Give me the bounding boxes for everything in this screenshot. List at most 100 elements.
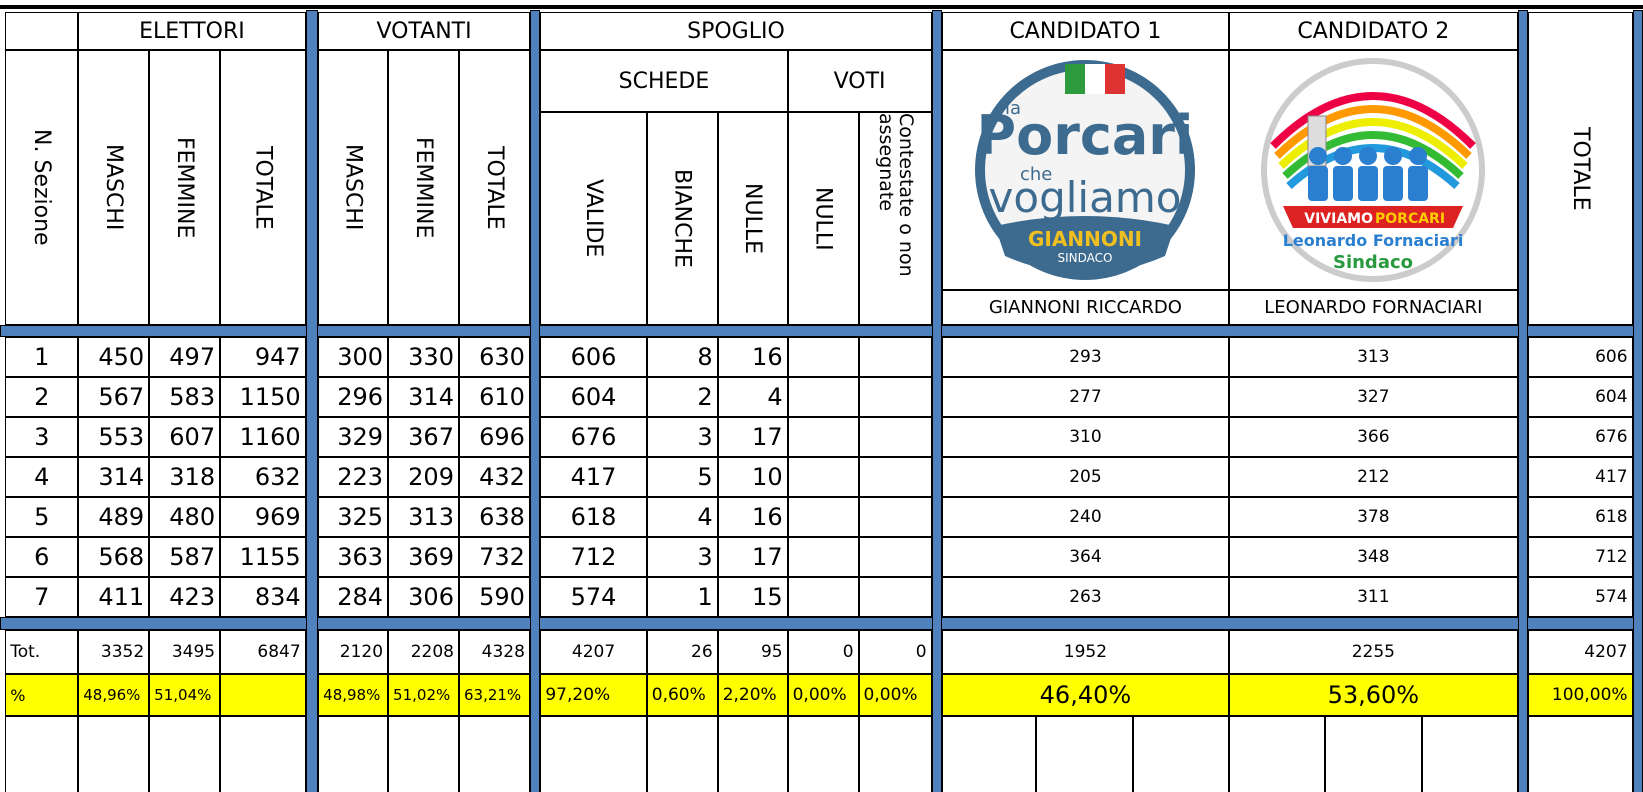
value-cell: 834 — [220, 577, 306, 617]
value-cell: 330 — [388, 337, 459, 377]
cell — [859, 537, 932, 577]
cell — [5, 716, 78, 792]
total-cell: 2208 — [388, 630, 459, 674]
value-cell: 630 — [459, 337, 530, 377]
separator — [1518, 10, 1528, 792]
value-cell: 17 — [718, 537, 788, 577]
col-header: BIANCHE — [647, 112, 718, 325]
value-cell: 314 — [388, 377, 459, 417]
cell — [5, 12, 78, 50]
cell — [1325, 716, 1422, 792]
value-cell: 325 — [318, 497, 388, 537]
percent-cell: 63,21% — [459, 674, 530, 716]
col-header: FEMMINE — [388, 50, 459, 325]
total-cell: 1952 — [942, 630, 1229, 674]
value-cell: 417 — [540, 457, 646, 497]
value-cell: 450 — [78, 337, 149, 377]
cell — [859, 377, 932, 417]
value-cell: 606 — [540, 337, 646, 377]
candidate-logo: la Porcari che vogliamo GIANNONI SINDACO — [965, 56, 1205, 284]
value-cell: 607 — [149, 417, 220, 457]
logo-text: vogliamo — [988, 173, 1181, 222]
value-cell: 3 — [647, 537, 718, 577]
candidate-name: GIANNONI RICCARDO — [942, 290, 1229, 325]
value-cell: 411 — [78, 577, 149, 617]
section-number: 6 — [5, 537, 78, 577]
cell — [788, 537, 859, 577]
value-cell: 212 — [1229, 457, 1518, 497]
total-cell: 4207 — [540, 630, 646, 674]
logo-text: GIANNONI — [1028, 227, 1142, 251]
separator — [530, 10, 540, 792]
cell — [859, 417, 932, 457]
total-cell: 6847 — [220, 630, 306, 674]
value-cell: 15 — [718, 577, 788, 617]
value-cell: 574 — [540, 577, 646, 617]
separator — [1633, 10, 1643, 792]
total-cell: 2120 — [318, 630, 388, 674]
value-cell: 318 — [149, 457, 220, 497]
value-cell: 574 — [1528, 577, 1632, 617]
percent-cell: 0,00% — [859, 674, 932, 716]
percent-cell: 51,04% — [149, 674, 220, 716]
col-header: NULLI — [788, 112, 859, 325]
percent-cell: 97,20% — [540, 674, 646, 716]
cell — [149, 716, 220, 792]
value-cell: 1155 — [220, 537, 306, 577]
row-label: % — [5, 674, 78, 716]
top-border — [0, 5, 1643, 9]
col-header: TOTALE — [220, 50, 306, 325]
value-cell: 311 — [1229, 577, 1518, 617]
row-label: Tot. — [5, 630, 78, 674]
value-cell: 676 — [1528, 417, 1632, 457]
total-cell: 0 — [859, 630, 932, 674]
value-cell: 296 — [318, 377, 388, 417]
value-cell: 432 — [459, 457, 530, 497]
total-cell: 0 — [788, 630, 859, 674]
group-header: CANDIDATO 1 — [942, 12, 1229, 50]
value-cell: 364 — [942, 537, 1229, 577]
total-cell: 3495 — [149, 630, 220, 674]
cell — [859, 716, 932, 792]
cell — [220, 674, 306, 716]
percent-cell: 0,60% — [647, 674, 718, 716]
value-cell: 10 — [718, 457, 788, 497]
logo-text: PORCARI — [1375, 211, 1445, 227]
value-cell: 329 — [318, 417, 388, 457]
value-cell: 604 — [540, 377, 646, 417]
col-header: MASCHI — [318, 50, 388, 325]
group-header: VOTANTI — [318, 12, 530, 50]
col-header: TOTALE — [459, 50, 530, 325]
value-cell: 205 — [942, 457, 1229, 497]
cell — [788, 497, 859, 537]
value-cell: 314 — [78, 457, 149, 497]
value-cell: 306 — [388, 577, 459, 617]
section-number: 4 — [5, 457, 78, 497]
value-cell: 16 — [718, 497, 788, 537]
col-header: Contestate o non assegnate — [859, 112, 932, 325]
separator — [0, 617, 1643, 630]
percent-cell: 0,00% — [788, 674, 859, 716]
cell — [718, 716, 788, 792]
value-cell: 423 — [149, 577, 220, 617]
value-cell: 1160 — [220, 417, 306, 457]
col-header: MASCHI — [78, 50, 149, 325]
percent-cell: 48,96% — [78, 674, 149, 716]
logo-text: Leonardo Fornaciari — [1283, 231, 1464, 250]
value-cell: 240 — [942, 497, 1229, 537]
value-cell: 712 — [540, 537, 646, 577]
value-cell: 606 — [1528, 337, 1632, 377]
total-cell: 95 — [718, 630, 788, 674]
value-cell: 8 — [647, 337, 718, 377]
value-cell: 4 — [718, 377, 788, 417]
cell — [78, 716, 149, 792]
value-cell: 590 — [459, 577, 530, 617]
total-cell: 26 — [647, 630, 718, 674]
section-number: 7 — [5, 577, 78, 617]
value-cell: 610 — [459, 377, 530, 417]
value-cell: 732 — [459, 537, 530, 577]
cell — [942, 716, 1036, 792]
value-cell: 3 — [647, 417, 718, 457]
value-cell: 378 — [1229, 497, 1518, 537]
col-header: NULLE — [718, 112, 788, 325]
